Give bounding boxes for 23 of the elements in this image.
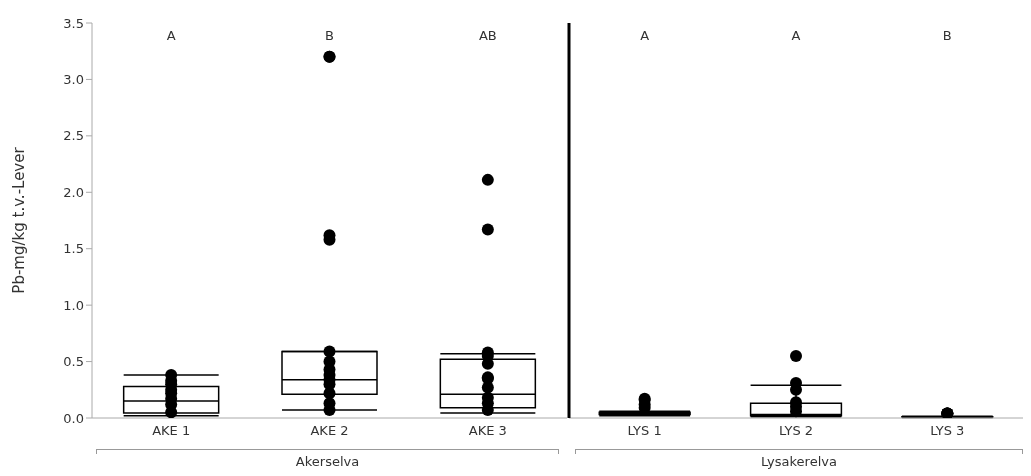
y-tick-label: 0.5	[63, 354, 84, 370]
y-tick-label: 3.5	[63, 15, 84, 31]
y-tick-label: 2.0	[63, 184, 84, 200]
y-axis-title: Pb-mg/kg t.v.-Lever	[10, 146, 29, 294]
x-tick-label: AKE 3	[468, 423, 507, 439]
y-tick-label: 2.5	[63, 128, 84, 144]
y-tick-label: 3.0	[63, 72, 84, 88]
x-tick-label: LYS 3	[930, 423, 965, 439]
x-axis-title: Akerselva	[294, 454, 361, 469]
annotation: A	[791, 28, 801, 44]
annotation: AB	[478, 28, 497, 44]
x-tick-label: AKE 2	[310, 423, 349, 439]
x-tick-label: LYS 1	[627, 423, 662, 439]
annotation: B	[942, 28, 952, 44]
y-tick-label: 0.0	[63, 410, 84, 426]
x-tick-label: LYS 2	[778, 423, 814, 439]
annotation: B	[325, 28, 334, 44]
y-tick-label: 1.0	[63, 297, 84, 313]
x-axis-title: Lysakerelva	[760, 454, 838, 469]
annotation: A	[166, 28, 176, 44]
y-tick-label: 1.5	[63, 241, 84, 257]
annotation: A	[640, 28, 650, 44]
x-tick-label: AKE 1	[152, 423, 191, 439]
